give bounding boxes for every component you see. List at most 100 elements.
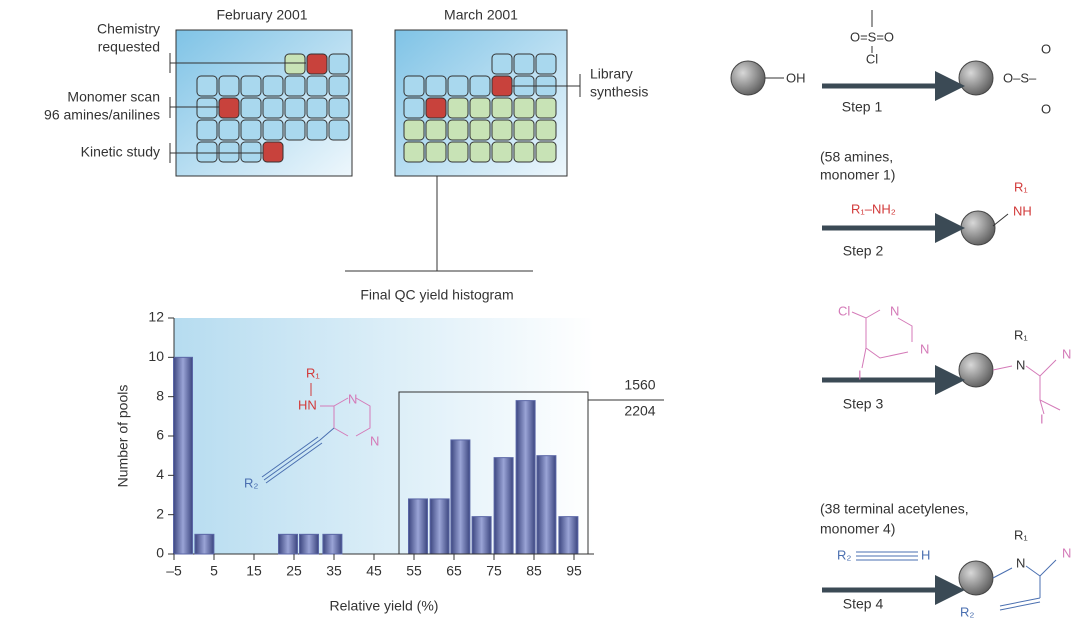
step-label: Step 1 (842, 99, 883, 115)
x-tick-label: 45 (366, 563, 382, 579)
well (536, 142, 556, 162)
well (492, 120, 512, 140)
bar (537, 456, 556, 554)
y-tick-label: 4 (156, 466, 164, 482)
bar (516, 401, 535, 554)
well (536, 120, 556, 140)
plate-label: Monomer scan (67, 89, 160, 105)
bar (409, 499, 428, 554)
step-label: Step 2 (843, 243, 884, 259)
bar (494, 458, 513, 554)
plate-label: 96 amines/anilines (44, 107, 160, 123)
well (404, 76, 424, 96)
plate-label: Chemistry (97, 21, 160, 37)
structure-label: N (348, 391, 357, 406)
well (470, 142, 490, 162)
bar (300, 534, 319, 554)
well (492, 142, 512, 162)
reagent: H (921, 547, 930, 562)
reagent: Cl (838, 303, 850, 318)
group: N (1062, 346, 1071, 361)
well (219, 76, 239, 96)
reagent: R₁–NH₂ (851, 201, 896, 216)
group: O (1041, 41, 1051, 56)
y-tick-label: 0 (156, 545, 164, 561)
well (536, 98, 556, 118)
y-tick-label: 2 (156, 505, 164, 521)
group: NH (1013, 203, 1032, 218)
y-tick-label: 10 (148, 348, 164, 364)
well (470, 120, 490, 140)
well (404, 120, 424, 140)
group: N (1062, 545, 1071, 560)
well (404, 142, 424, 162)
reagent: N (890, 303, 899, 318)
bar (174, 357, 193, 554)
well (219, 120, 239, 140)
triple-bond (856, 552, 918, 560)
group: I (1040, 411, 1044, 426)
group: O–S– (1003, 70, 1037, 85)
bar (279, 534, 298, 554)
well (285, 54, 305, 74)
well (448, 120, 468, 140)
reagent: N (920, 341, 929, 356)
note: monomer 4) (820, 521, 895, 537)
bead (959, 561, 993, 595)
x-tick-label: 5 (210, 563, 218, 579)
reagent: I (858, 367, 862, 382)
well (470, 76, 490, 96)
plate-title: March 2001 (444, 7, 518, 23)
well (307, 76, 327, 96)
well (470, 98, 490, 118)
well (241, 142, 261, 162)
bar (323, 534, 342, 554)
plate-label: requested (98, 39, 160, 55)
x-tick-label: 75 (486, 563, 502, 579)
well (426, 76, 446, 96)
structure-label: HN (298, 397, 317, 412)
structure-label: R₁ (306, 365, 320, 380)
bar (559, 517, 578, 554)
reagent: R₂ (837, 547, 851, 562)
note: (58 amines, (820, 149, 893, 165)
well (492, 98, 512, 118)
reagent: O=S=O (850, 29, 894, 44)
x-tick-label: 85 (526, 563, 542, 579)
bond (993, 214, 1008, 226)
bar (430, 499, 449, 554)
well (241, 98, 261, 118)
bead (731, 61, 765, 95)
well (514, 54, 534, 74)
well (307, 54, 327, 74)
x-tick-label: –5 (166, 563, 182, 579)
x-tick-label: 25 (286, 563, 302, 579)
group: O (1041, 101, 1051, 116)
well (329, 54, 349, 74)
well (197, 98, 217, 118)
figure: February 2001 March 2001 Chemistry reque… (0, 0, 1088, 618)
bead (959, 353, 993, 387)
well (426, 120, 446, 140)
chart-title: Final QC yield histogram (360, 287, 513, 303)
well (197, 120, 217, 140)
well (263, 120, 283, 140)
well (263, 98, 283, 118)
y-tick-label: 6 (156, 427, 164, 443)
well (285, 76, 305, 96)
x-tick-label: 15 (246, 563, 262, 579)
bar (451, 440, 470, 554)
well (514, 120, 534, 140)
group: R₁ (1014, 327, 1028, 342)
well (241, 76, 261, 96)
plate-label: synthesis (590, 84, 648, 100)
well (219, 98, 239, 118)
well (285, 120, 305, 140)
well (536, 54, 556, 74)
well (307, 120, 327, 140)
well (514, 98, 534, 118)
group: N (1016, 555, 1025, 570)
well (263, 142, 283, 162)
y-tick-label: 8 (156, 387, 164, 403)
well (448, 142, 468, 162)
